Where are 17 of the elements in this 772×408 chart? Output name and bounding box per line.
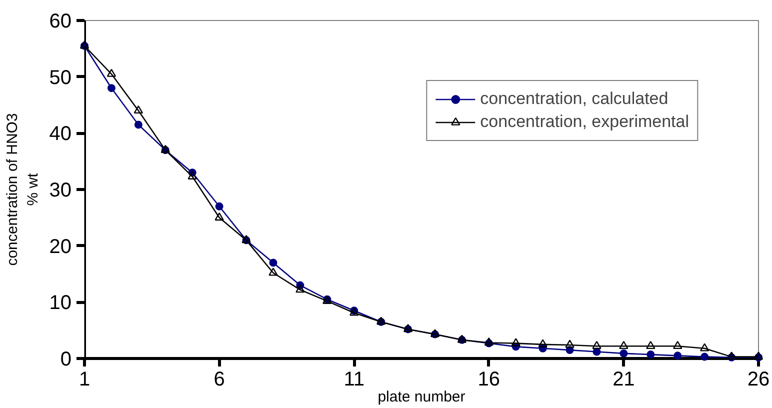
y-tick-label: 50: [49, 66, 72, 89]
x-tick-label: 6: [214, 368, 225, 390]
y-tick-label: 30: [49, 180, 72, 202]
x-tick-label: 26: [747, 368, 770, 390]
x-tick-label: 1: [78, 368, 90, 390]
y-axis-title: concentration of HNO3 % wt: [4, 113, 42, 266]
y-tick-label: 0: [60, 348, 72, 370]
x-tick-label: 11: [344, 368, 364, 390]
y-tick-label: 20: [49, 236, 72, 258]
legend-label: concentration, experimental: [480, 112, 689, 132]
x-axis-title: plate number: [378, 388, 466, 406]
legend-label: concentration, calculated: [480, 89, 668, 109]
y-tick-label: 10: [49, 292, 72, 314]
y-tick-label: 40: [49, 123, 72, 146]
x-tick-label: 16: [478, 368, 500, 390]
y-tick-label: 60: [49, 10, 72, 32]
x-tick-label: 21: [612, 368, 635, 390]
